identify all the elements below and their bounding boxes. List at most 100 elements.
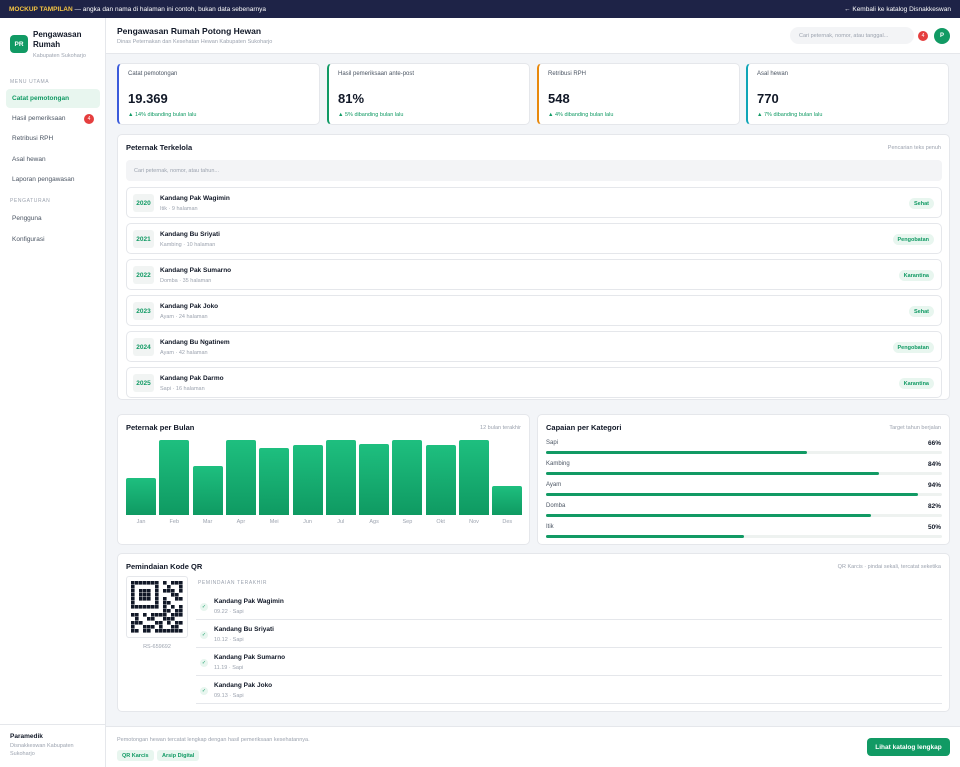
sidebar-item-retribusi-rph[interactable]: Retribusi RPH <box>6 129 100 148</box>
sidebar-item-hasil-pemeriksaan[interactable]: Hasil pemeriksaan 4 <box>6 109 100 128</box>
search-input[interactable]: Cari peternak, nomor, atau tanggal... <box>790 27 914 44</box>
monthly-chart-title: Peternak per Bulan <box>126 423 195 432</box>
kpi-label: Retribusi RPH <box>548 71 587 77</box>
scan-meta: 09.13 · Sapi <box>214 693 244 699</box>
x-tick-label: Jan <box>136 519 146 525</box>
bar-feb[interactable] <box>159 440 190 515</box>
mockup-banner: MOCKUP TAMPILAN — angka dan nama di hala… <box>0 0 960 18</box>
kpi-card-asal-hewan: Asal hewan 770 ▲ 7% dibanding bulan lalu <box>746 63 949 125</box>
progress-value: 50% <box>927 524 941 531</box>
list-item[interactable]: 2024 Kandang Bu Ngatinem Ayam · 42 halam… <box>126 331 942 362</box>
qr-hint: QR Karcis · pindai sekali, tercatat seke… <box>837 564 941 570</box>
sidebar-item-laporan-pengawasan[interactable]: Laporan pengawasan <box>6 170 100 189</box>
kpi-label: Asal hewan <box>757 71 789 77</box>
progress-bar <box>546 514 942 517</box>
kpi-delta: ▲ 14% dibanding bulan lalu <box>128 112 197 118</box>
sidebar-item-label: Catat pemotongan <box>12 95 70 102</box>
monthly-chart-card: Peternak per Bulan 12 bulan terakhir Jan… <box>117 414 530 545</box>
qr-code-image[interactable] <box>126 576 188 638</box>
bar-jul[interactable] <box>325 440 356 515</box>
kpi-value: 548 <box>548 91 570 106</box>
bar-jan[interactable] <box>126 477 156 515</box>
scan-row[interactable]: ✓ Kandang Pak Wagimin 09.22 · Sapi <box>196 592 942 620</box>
farm-meta: Kambing · 10 halaman <box>160 242 216 248</box>
view-catalog-button[interactable]: Lihat katalog lengkap <box>867 738 950 756</box>
x-tick-label: Nov <box>469 519 479 525</box>
farms-title: Peternak Terkelola <box>126 143 193 152</box>
chip-arsip-digital[interactable]: Arsip Digital <box>157 750 200 761</box>
monthly-chart-hint: 12 bulan terakhir <box>480 425 521 431</box>
page-title: Pengawasan Rumah Potong Hewan <box>117 26 262 36</box>
scan-row[interactable]: ✓ Kandang Pak Joko 09.13 · Sapi <box>196 676 942 704</box>
farm-search-input[interactable]: Cari peternak, nomor, atau tahun... <box>126 160 942 181</box>
sidebar-item-label: Laporan pengawasan <box>12 176 75 183</box>
progress-value: 66% <box>927 440 941 447</box>
bar-jun[interactable] <box>292 445 323 515</box>
sidebar-item-catat-pemotongan[interactable]: Catat pemotongan <box>6 89 100 108</box>
progress-fill <box>546 472 879 475</box>
bar-apr[interactable] <box>225 440 256 515</box>
check-icon: ✓ <box>200 659 208 667</box>
progress-bar <box>546 472 942 475</box>
qr-code-id: RS-659692 <box>143 644 171 650</box>
sidebar-item-pengguna[interactable]: Pengguna <box>6 209 100 228</box>
farm-year: 2025 <box>133 374 154 392</box>
x-tick-label: Feb <box>169 519 180 525</box>
bar-sep[interactable] <box>392 440 423 515</box>
status-badge: Karantina <box>898 270 934 281</box>
x-tick-label: Sep <box>402 519 413 525</box>
recent-scans-heading: PEMINDAIAN TERAKHIR <box>198 580 268 586</box>
progress-fill <box>546 493 919 496</box>
bar-ags[interactable] <box>359 443 390 515</box>
chip-qr-karcis[interactable]: QR Karcis <box>117 750 154 761</box>
user-profile[interactable]: Paramedik Disnakkeswan Kabupaten Sukohar… <box>0 724 106 766</box>
x-tick-label: Okt <box>436 519 445 525</box>
bar-okt[interactable] <box>425 445 456 515</box>
scan-row[interactable]: ✓ Kandang Bu Sriyati 10.12 · Sapi <box>196 620 942 648</box>
list-item[interactable]: 2022 Kandang Pak Sumarno Domba · 35 hala… <box>126 259 942 290</box>
farm-year: 2021 <box>133 230 154 248</box>
bar-mei[interactable] <box>259 447 290 515</box>
status-badge: Pengobatan <box>892 234 934 245</box>
scan-name: Kandang Bu Sriyati <box>214 626 274 633</box>
scan-meta: 10.12 · Sapi <box>214 637 244 643</box>
sidebar-item-label: Konfigurasi <box>12 236 45 243</box>
farm-meta: Ayam · 24 halaman <box>160 314 208 320</box>
farm-name: Kandang Bu Ngatinem <box>160 339 230 346</box>
progress-label: Domba <box>546 503 566 509</box>
bar-nov[interactable] <box>459 440 489 515</box>
list-item[interactable]: 2025 Kandang Pak Darmo Sapi · 16 halaman… <box>126 367 942 398</box>
check-icon: ✓ <box>200 603 208 611</box>
bar-mar[interactable] <box>192 466 223 515</box>
list-item[interactable]: 2023 Kandang Pak Joko Ayam · 24 halaman … <box>126 295 942 326</box>
sidebar-item-konfigurasi[interactable]: Konfigurasi <box>6 230 100 249</box>
x-tick-label: Apr <box>236 519 246 525</box>
list-item[interactable]: 2020 Kandang Pak Wagimin Itik · 9 halama… <box>126 187 942 218</box>
progress-fill <box>546 514 871 517</box>
scan-row[interactable]: ✓ Kandang Pak Sumarno 11.19 · Sapi <box>196 648 942 676</box>
sidebar-item-label: Asal hewan <box>12 156 46 163</box>
progress-value: 82% <box>927 503 941 510</box>
avatar[interactable]: P <box>934 28 950 44</box>
sidebar-item-asal-hewan[interactable]: Asal hewan <box>6 150 100 169</box>
x-tick-label: Jun <box>303 519 312 525</box>
notification-badge[interactable]: 4 <box>918 31 928 41</box>
scan-name: Kandang Pak Sumarno <box>214 654 286 661</box>
kpi-delta: ▲ 4% dibanding bulan lalu <box>548 112 614 118</box>
back-to-catalog-link[interactable]: ← Kembali ke katalog Disnakkeswan <box>844 5 951 13</box>
list-item[interactable]: 2021 Kandang Bu Sriyati Kambing · 10 hal… <box>126 223 942 254</box>
bar-des[interactable] <box>492 485 523 515</box>
status-badge: Sehat <box>909 306 934 317</box>
farm-name: Kandang Pak Darmo <box>160 375 224 382</box>
kpi-delta: ▲ 5% dibanding bulan lalu <box>338 112 404 118</box>
sidebar: PR Pengawasan Rumah Kabupaten Sukoharjo … <box>0 18 106 767</box>
kpi-value: 81% <box>338 91 365 106</box>
progress-label: Itik <box>546 524 554 530</box>
farm-meta: Sapi · 16 halaman <box>160 386 205 392</box>
x-tick-label: Ags <box>369 519 379 525</box>
scan-meta: 09.22 · Sapi <box>214 609 244 615</box>
footer-text: Pemotongan hewan tercatat lengkap dengan… <box>117 737 310 743</box>
farms-hint: Pencarian teks penuh <box>887 145 941 151</box>
progress-bar <box>546 451 942 454</box>
sidebar-item-label: Hasil pemeriksaan <box>12 115 66 122</box>
